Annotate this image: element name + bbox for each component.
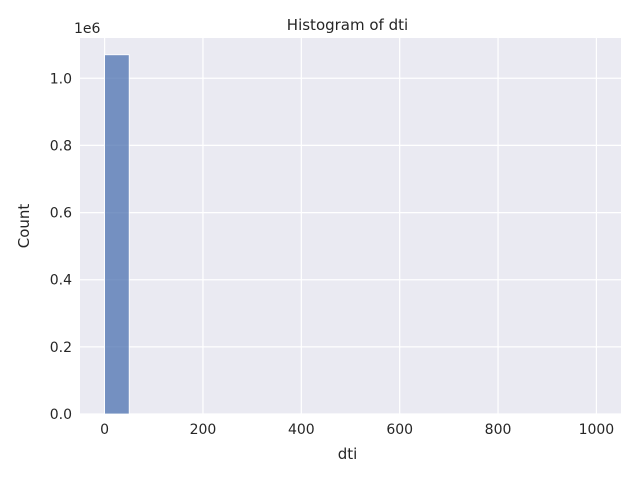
y-scale-label: 1e6 [74, 21, 101, 37]
x-axis-label: dti [338, 445, 358, 463]
x-tick-label-1: 200 [190, 422, 217, 438]
y-tick-label-5: 1.0 [50, 71, 72, 87]
y-axis-label: Count [15, 204, 33, 249]
bars [104, 54, 130, 415]
x-tick-label-2: 400 [288, 422, 315, 438]
grid-lines [80, 38, 621, 415]
x-tick-label-0: 0 [100, 422, 109, 438]
plot-area [80, 38, 621, 414]
x-tick-label-5: 1000 [579, 422, 615, 438]
y-tick-label-1: 0.2 [50, 340, 72, 356]
y-tick-label-4: 0.8 [50, 138, 72, 154]
histogram-bar-0 [104, 54, 130, 415]
x-tick-label-4: 800 [485, 422, 512, 438]
y-tick-label-3: 0.6 [50, 206, 72, 222]
y-tick-label-2: 0.4 [50, 273, 72, 289]
x-tick-label-3: 600 [386, 422, 413, 438]
y-axis-ticks: 0.0 0.2 0.4 0.6 0.8 1.0 [50, 71, 72, 423]
chart-title: Histogram of dti [287, 16, 408, 34]
y-tick-label-0: 0.0 [50, 407, 72, 423]
x-axis-ticks: 0 200 400 600 800 1000 [100, 422, 614, 438]
